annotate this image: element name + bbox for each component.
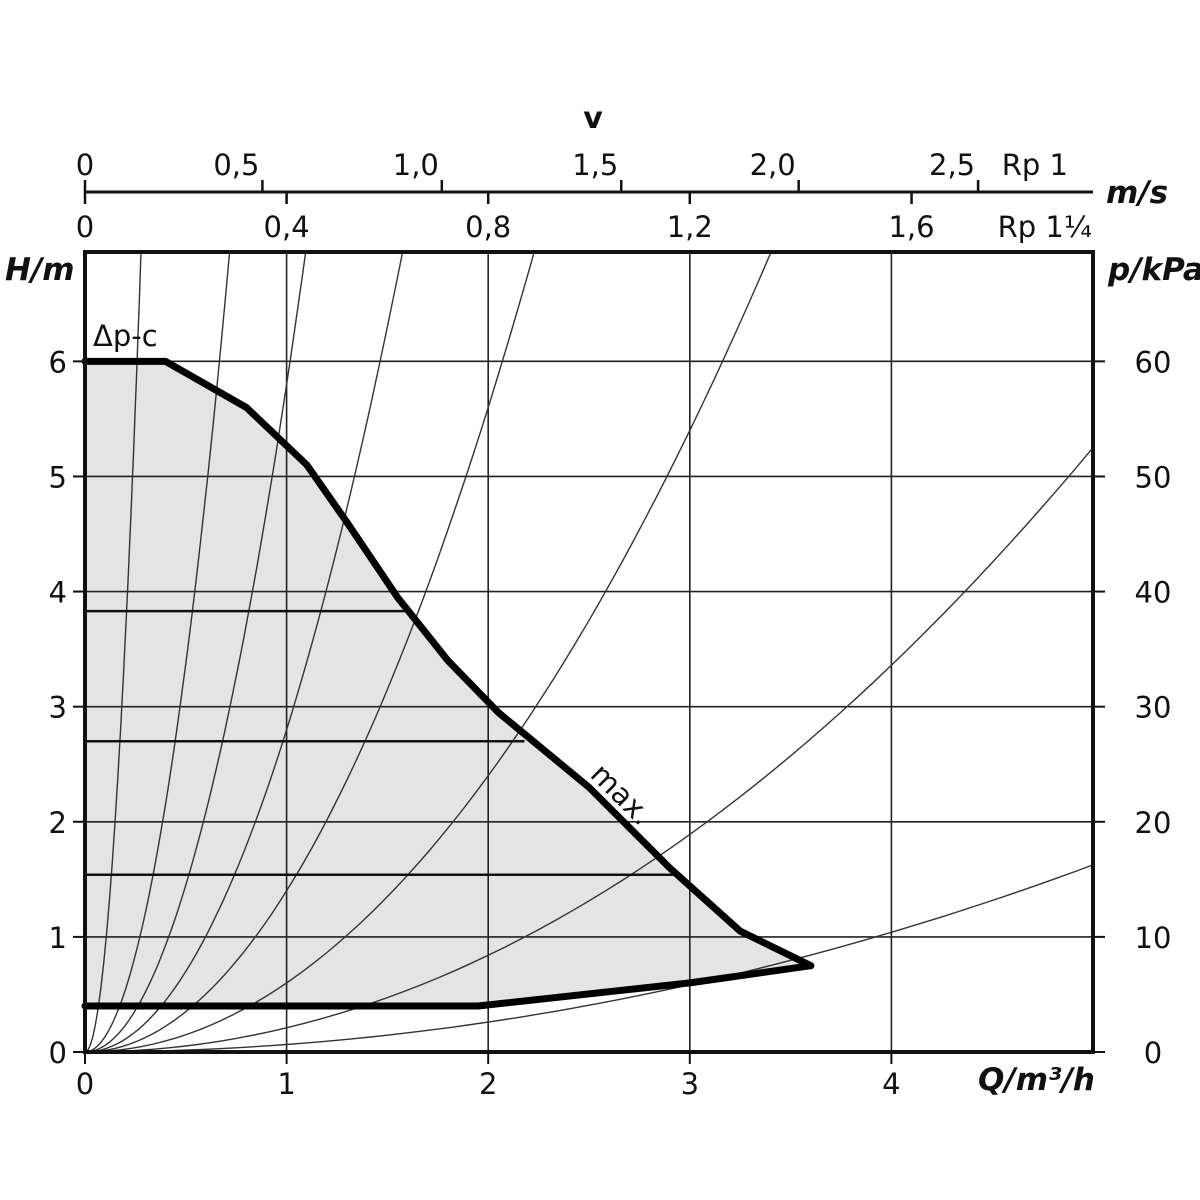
rp1-tick-label: 0,5 [213, 148, 259, 182]
dp-c-label: Δp-c [93, 319, 158, 353]
rp114-tick-label: 0,4 [264, 210, 310, 244]
grid-lines [85, 252, 1093, 1052]
y-tick-label: 5 [49, 460, 67, 494]
y-axis-right-label: p/kPa [1107, 252, 1200, 288]
y-tick-label: 6 [49, 345, 67, 379]
system-curve [84, 251, 231, 1053]
velocity-unit-label: m/s [1106, 175, 1168, 211]
operating-range-area [85, 361, 811, 1006]
rp114-label: Rp 1¼ [998, 210, 1092, 244]
min-curve [81, 962, 815, 1010]
rp1-tick-label: 2,0 [750, 148, 796, 182]
x-tick-label: 4 [882, 1067, 900, 1101]
system-curve [84, 251, 142, 1053]
rp1-tick-label: 2,5 [929, 148, 975, 182]
system-curves [84, 251, 1094, 1053]
x-tick-label: 0 [76, 1067, 94, 1101]
system-curve [84, 251, 535, 1053]
rp114-tick-label: 0 [76, 210, 94, 244]
system-curve [84, 251, 772, 1053]
plot-border [83, 250, 1095, 1054]
system-curve [84, 251, 307, 1053]
x-tick-label: 2 [479, 1067, 497, 1101]
rp1-tick-label: 1,0 [393, 148, 439, 182]
operating-area-fill [85, 361, 811, 1006]
system-curve [84, 251, 404, 1053]
rp1-tick-label: 0 [76, 148, 94, 182]
y-tick-label: 4 [49, 576, 67, 610]
rp114-tick-label: 0,8 [465, 210, 511, 244]
rp114-tick-label: 1,6 [888, 210, 934, 244]
y-axis-left-label: H/m [5, 252, 75, 288]
x-tick-label: 1 [277, 1067, 295, 1101]
rp114-tick-label: 1,2 [667, 210, 713, 244]
y-tick-label: 3 [49, 691, 67, 725]
y-right-tick-label: 30 [1135, 691, 1172, 725]
y-tick-label: 2 [49, 806, 67, 840]
rp1-tick-label: 1,5 [572, 148, 618, 182]
y-right-tick-label: 0 [1144, 1036, 1162, 1070]
speed-step-lines [85, 609, 676, 876]
y-right-tick-label: 50 [1135, 460, 1172, 494]
rp1-label: Rp 1 [1002, 148, 1068, 182]
plot-frame [83, 190, 1095, 1054]
y-right-tick-label: 40 [1135, 576, 1172, 610]
x-tick-label: 3 [681, 1067, 699, 1101]
pump-curve-envelope [81, 357, 815, 1010]
y-tick-label: 0 [49, 1036, 67, 1070]
y-tick-label: 1 [49, 921, 67, 955]
max-curve [81, 357, 815, 970]
y-right-tick-label: 60 [1135, 345, 1172, 379]
y-right-tick-label: 20 [1135, 806, 1172, 840]
x-axis-label: Q/m³/h [978, 1062, 1095, 1098]
system-curve [84, 864, 1094, 1053]
y-right-tick-label: 10 [1135, 921, 1172, 955]
velocity-axis-title: v [583, 101, 603, 136]
system-curve [84, 447, 1094, 1053]
